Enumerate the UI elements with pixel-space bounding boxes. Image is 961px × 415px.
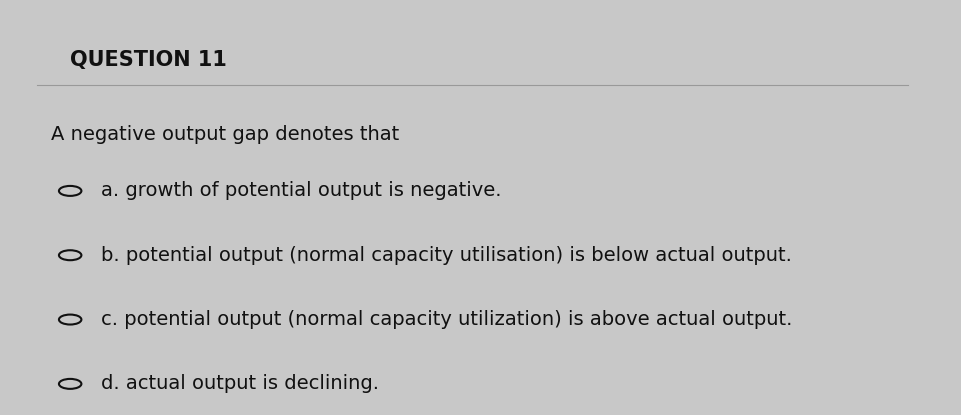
- Text: QUESTION 11: QUESTION 11: [70, 50, 227, 70]
- Text: A negative output gap denotes that: A negative output gap denotes that: [51, 124, 400, 144]
- Text: a. growth of potential output is negative.: a. growth of potential output is negativ…: [101, 181, 501, 200]
- Text: c. potential output (normal capacity utilization) is above actual output.: c. potential output (normal capacity uti…: [101, 310, 792, 329]
- Text: d. actual output is declining.: d. actual output is declining.: [101, 374, 379, 393]
- Text: b. potential output (normal capacity utilisation) is below actual output.: b. potential output (normal capacity uti…: [101, 246, 791, 265]
